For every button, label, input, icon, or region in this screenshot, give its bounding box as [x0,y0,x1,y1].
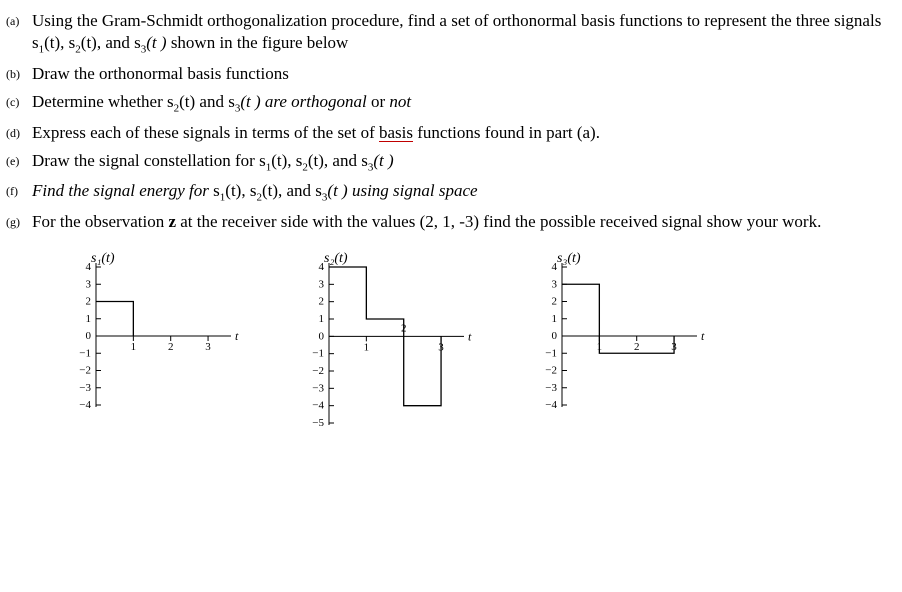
svg-text:3: 3 [205,341,211,353]
svg-text:1: 1 [364,341,370,353]
question-label: (a) [6,10,32,30]
svg-text:1: 1 [319,313,325,325]
svg-text:1: 1 [86,313,92,325]
svg-text:2: 2 [552,296,558,308]
svg-text:−5: −5 [312,417,324,429]
question-text: Using the Gram-Schmidt orthogonalization… [32,10,896,57]
question-item-1: (b)Draw the orthonormal basis functions [6,63,896,85]
chart-svg: −5−4−3−2−101234132t [289,255,474,433]
question-text: Determine whether s2(t) and s3(t ) are o… [32,91,896,116]
svg-text:2: 2 [319,296,325,308]
signal-path [96,302,133,337]
svg-text:2: 2 [86,296,92,308]
chart-3: s₃(t)−4−3−2−101234123t [522,255,707,438]
question-text: Find the signal energy for s1(t), s2(t),… [32,180,896,205]
svg-text:1: 1 [552,313,558,325]
question-item-3: (d)Express each of these signals in term… [6,122,896,144]
svg-text:−4: −4 [312,400,324,412]
question-list: (a)Using the Gram-Schmidt orthogonalizat… [6,10,896,233]
svg-text:−1: −1 [79,347,91,359]
chart-title: s₂(t) [324,251,348,267]
svg-text:t: t [235,329,239,343]
svg-text:0: 0 [319,330,325,342]
svg-text:−1: −1 [545,347,557,359]
svg-text:−2: −2 [312,365,324,377]
svg-text:−3: −3 [545,382,557,394]
svg-text:−4: −4 [545,399,557,411]
question-item-6: (g)For the observation z at the receiver… [6,211,896,233]
svg-text:2: 2 [168,341,174,353]
question-text: Draw the orthonormal basis functions [32,63,896,85]
svg-text:2: 2 [634,341,640,353]
chart-svg: −4−3−2−101234123t [522,255,707,415]
svg-text:−4: −4 [79,399,91,411]
question-label: (c) [6,91,32,111]
svg-text:1: 1 [131,341,137,353]
signal-charts-row: s₁(t)−4−3−2−101234123ts₂(t)−5−4−3−2−1012… [56,255,896,438]
svg-text:−3: −3 [312,382,324,394]
chart-2: s₂(t)−5−4−3−2−101234132t [289,255,474,438]
svg-text:−2: −2 [79,365,91,377]
svg-text:3: 3 [319,278,325,290]
svg-text:−3: −3 [79,382,91,394]
svg-text:0: 0 [86,330,92,342]
svg-text:−1: −1 [312,348,324,360]
question-text: For the observation z at the receiver si… [32,211,896,233]
question-label: (f) [6,180,32,200]
chart-svg: −4−3−2−101234123t [56,255,241,415]
question-item-0: (a)Using the Gram-Schmidt orthogonalizat… [6,10,896,57]
svg-text:t: t [468,329,472,343]
svg-text:t: t [701,329,705,343]
question-label: (g) [6,211,32,231]
svg-text:3: 3 [552,278,558,290]
question-label: (d) [6,122,32,142]
chart-1: s₁(t)−4−3−2−101234123t [56,255,241,438]
svg-text:0: 0 [552,330,558,342]
svg-text:−2: −2 [545,365,557,377]
signal-path [562,284,674,353]
chart-title: s₃(t) [557,251,581,267]
svg-text:3: 3 [86,278,92,290]
question-label: (b) [6,63,32,83]
question-item-4: (e)Draw the signal constellation for s1(… [6,150,896,175]
question-label: (e) [6,150,32,170]
chart-title: s₁(t) [91,251,115,267]
question-item-2: (c)Determine whether s2(t) and s3(t ) ar… [6,91,896,116]
question-text: Draw the signal constellation for s1(t),… [32,150,896,175]
question-text: Express each of these signals in terms o… [32,122,896,144]
question-item-5: (f)Find the signal energy for s1(t), s2(… [6,180,896,205]
